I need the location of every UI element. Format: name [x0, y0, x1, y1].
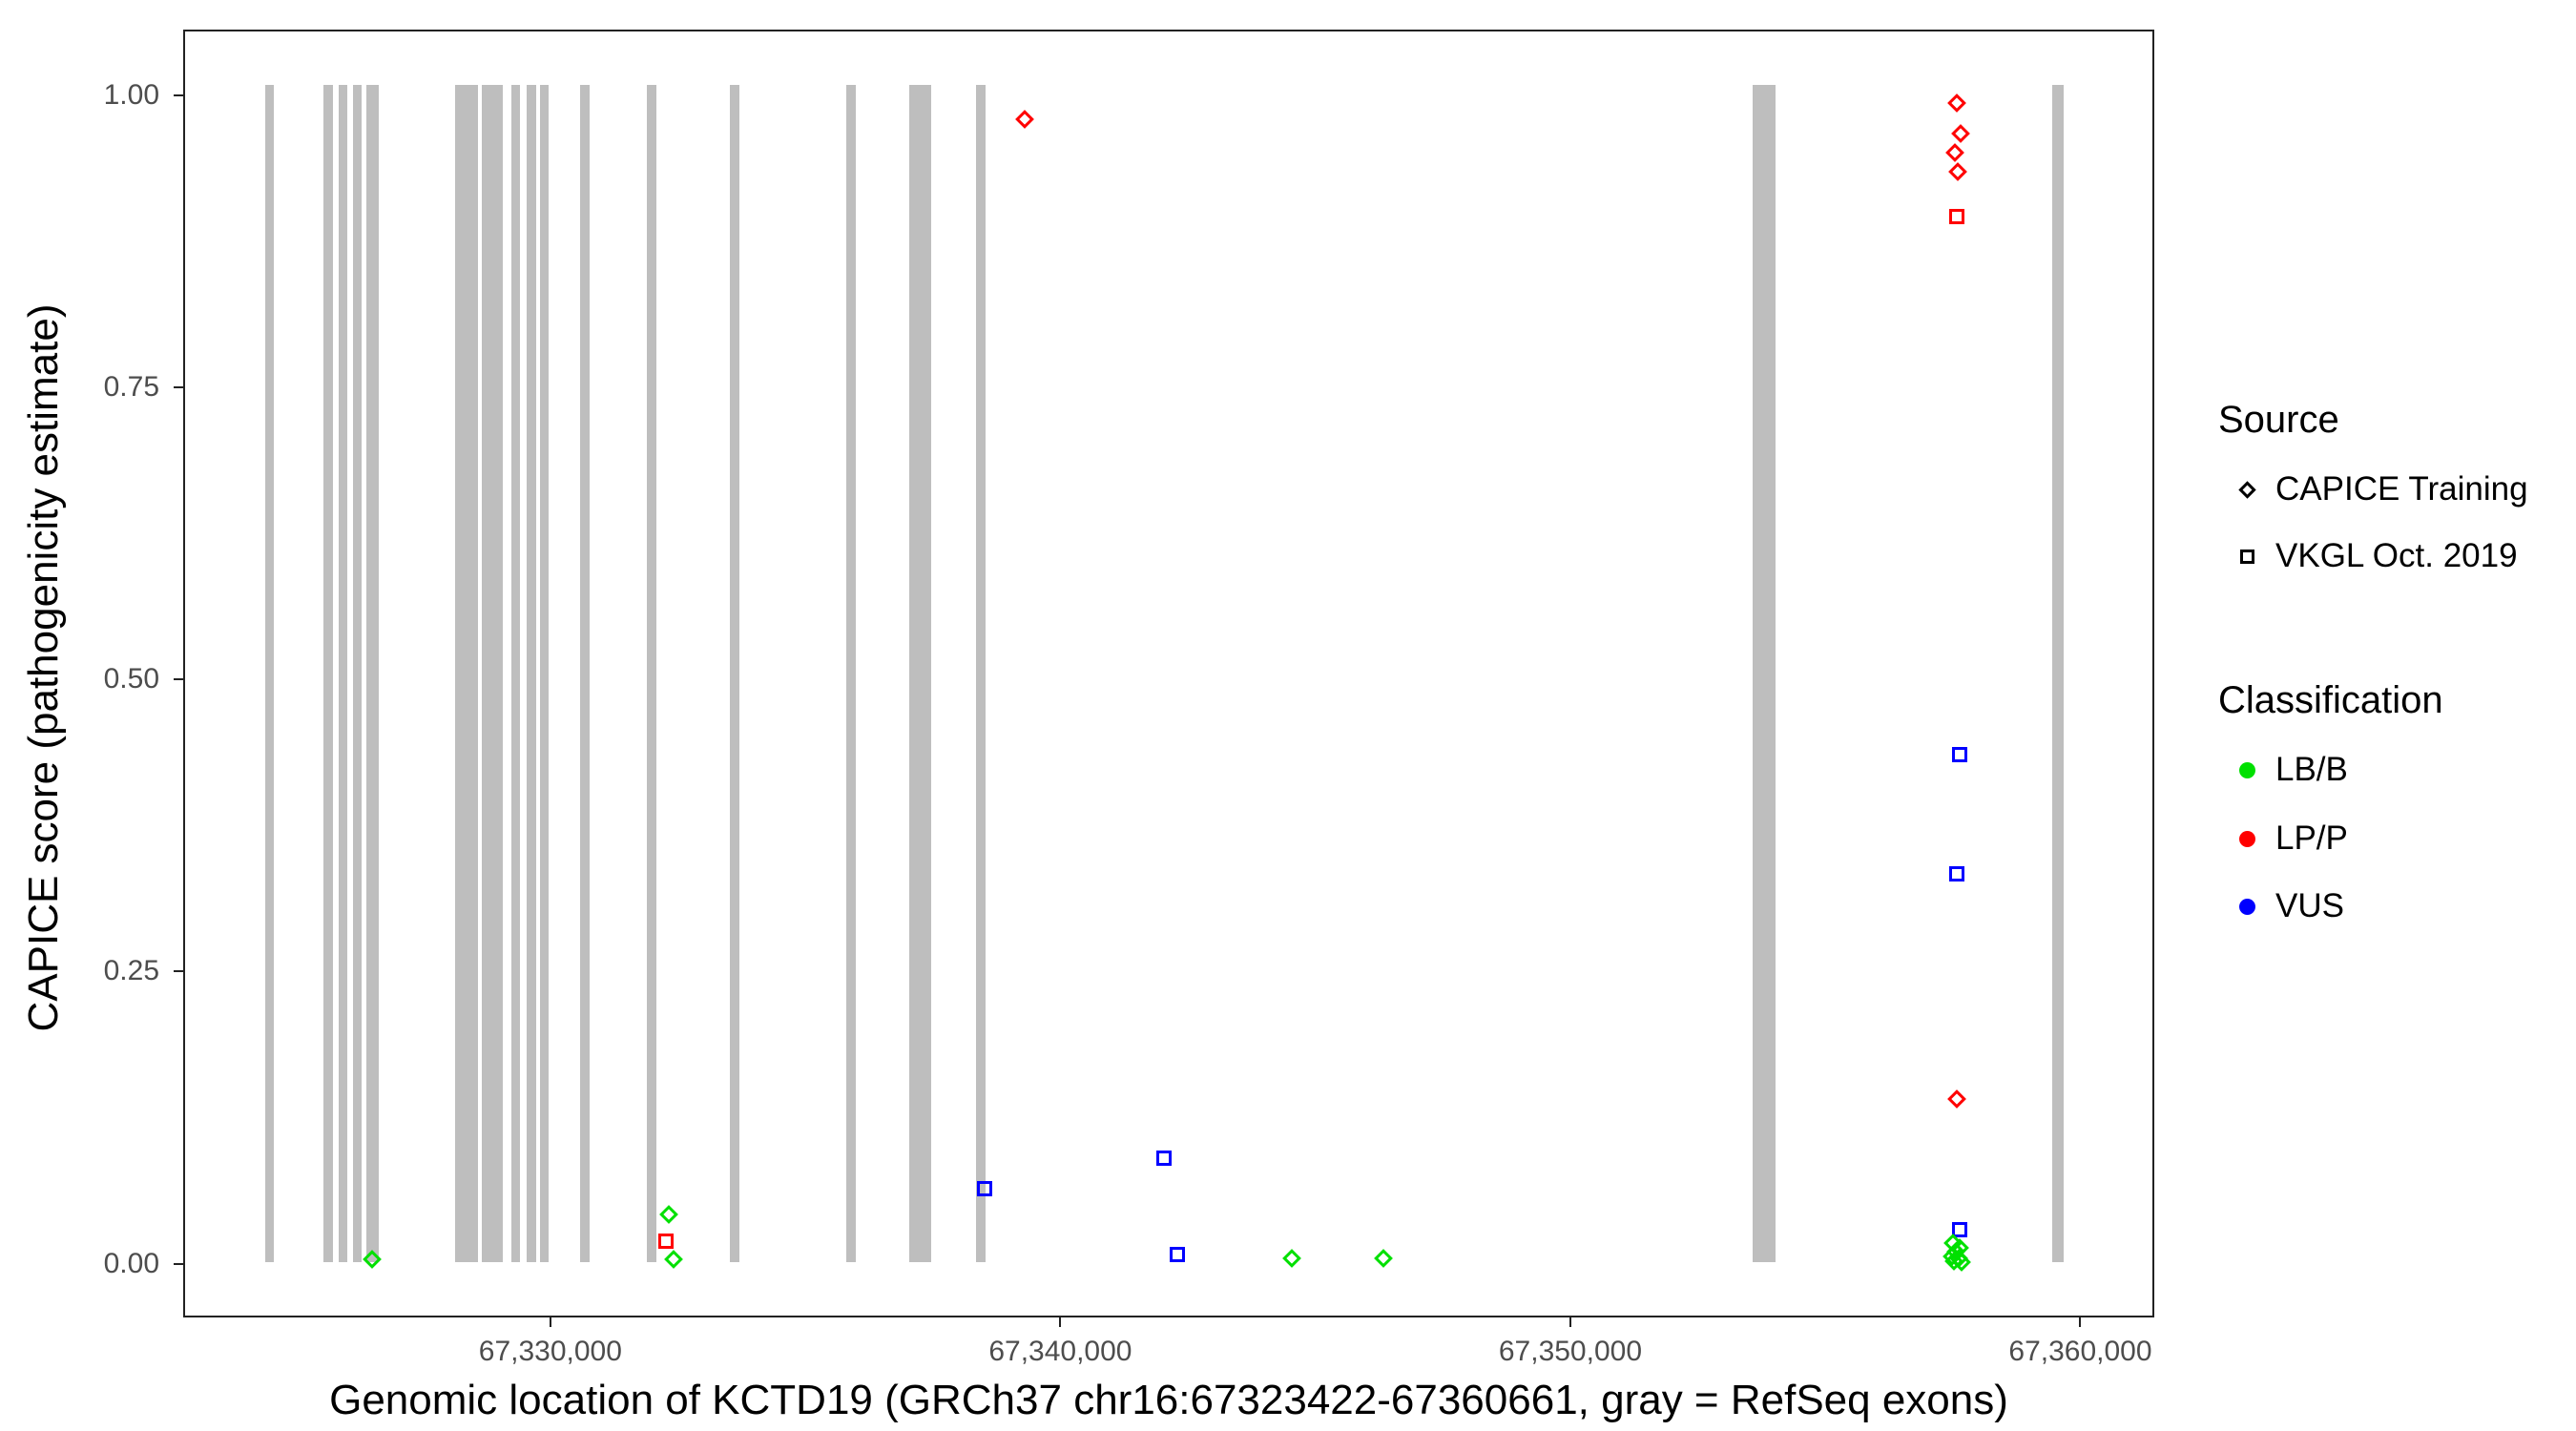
exon-bar — [265, 85, 274, 1262]
legend-item-label: VUS — [2275, 887, 2344, 924]
data-point-diamond — [1373, 1249, 1393, 1269]
exon-bar — [482, 85, 504, 1262]
y-tick-mark — [174, 1262, 183, 1265]
x-tick-label: 67,340,000 — [988, 1336, 1132, 1367]
data-point-diamond — [658, 1204, 678, 1224]
exon-bar — [526, 85, 536, 1262]
data-point-square — [1155, 1151, 1172, 1167]
exon-bar — [338, 85, 347, 1262]
exon-bar — [975, 85, 987, 1262]
x-tick-label: 67,350,000 — [1498, 1336, 1643, 1367]
circle-icon — [2238, 830, 2255, 847]
y-tick-label: 0.25 — [103, 955, 159, 987]
data-point-square — [976, 1180, 992, 1196]
legend-item-lbb: LB/B — [2218, 746, 2348, 794]
data-point-square — [1948, 866, 1964, 882]
y-tick-mark — [174, 93, 183, 96]
exon-bar — [352, 85, 362, 1262]
circle-icon — [2238, 898, 2255, 915]
legend-item-label: VKGL Oct. 2019 — [2275, 537, 2518, 574]
x-tick-mark — [1568, 1317, 1571, 1327]
legend-item-label: LB/B — [2275, 751, 2348, 788]
circle-icon — [2238, 761, 2255, 778]
y-tick-label: 0.00 — [103, 1247, 159, 1279]
x-tick-mark — [549, 1317, 551, 1327]
exon-bar — [323, 85, 333, 1262]
data-point-diamond — [1014, 109, 1034, 129]
x-tick-mark — [1059, 1317, 1062, 1327]
data-point-diamond — [1950, 124, 1970, 144]
exon-bar — [646, 85, 656, 1262]
exon-bar — [511, 85, 521, 1262]
data-point-square — [1949, 209, 1965, 225]
data-point-diamond — [664, 1250, 684, 1270]
x-tick-label: 67,360,000 — [2008, 1336, 2152, 1367]
legend-item-label: CAPICE Training — [2275, 470, 2528, 508]
exon-bar — [455, 85, 479, 1262]
y-tick-label: 0.75 — [103, 370, 159, 403]
y-tick-label: 0.50 — [103, 663, 159, 695]
exon-bar — [539, 85, 549, 1262]
exon-bar — [845, 85, 857, 1262]
data-point-square — [1169, 1247, 1185, 1263]
legend-classification-title: Classification — [2218, 679, 2443, 721]
data-point-square — [658, 1233, 675, 1249]
exon-bar — [366, 85, 379, 1262]
exon-bar — [908, 85, 931, 1262]
legend-item-capice-training: CAPICE Training — [2218, 466, 2528, 513]
x-tick-mark — [2079, 1317, 2082, 1327]
data-point-square — [1951, 1221, 1967, 1237]
legend-source-title: Source — [2218, 399, 2339, 441]
y-tick-label: 1.00 — [103, 78, 159, 111]
data-point-diamond — [1948, 161, 1968, 181]
legend-item-lpp: LP/P — [2218, 815, 2348, 862]
exon-bar — [1752, 85, 1776, 1262]
x-tick-label: 67,330,000 — [478, 1336, 622, 1367]
legend-item-vus: VUS — [2218, 882, 2344, 930]
legend: Source CAPICE Training VKGL Oct. 2019 Cl… — [2218, 0, 2576, 1431]
legend-item-vkgl: VKGL Oct. 2019 — [2218, 532, 2518, 580]
data-point-diamond — [1947, 1089, 1967, 1109]
plot-panel — [183, 30, 2154, 1317]
data-point-diamond — [1945, 143, 1964, 162]
y-tick-mark — [174, 385, 183, 388]
exon-bar — [729, 85, 739, 1262]
data-point-diamond — [1946, 93, 1966, 113]
diamond-icon — [2237, 480, 2256, 499]
x-axis-title: Genomic location of KCTD19 (GRCh37 chr16… — [329, 1377, 2008, 1423]
legend-item-label: LP/P — [2275, 819, 2348, 857]
square-icon — [2239, 549, 2254, 564]
y-tick-mark — [174, 678, 183, 681]
data-point-square — [1951, 747, 1967, 763]
y-tick-mark — [174, 970, 183, 973]
exon-bar — [579, 85, 591, 1262]
exon-bar — [2051, 85, 2064, 1262]
data-point-diamond — [1281, 1249, 1301, 1269]
